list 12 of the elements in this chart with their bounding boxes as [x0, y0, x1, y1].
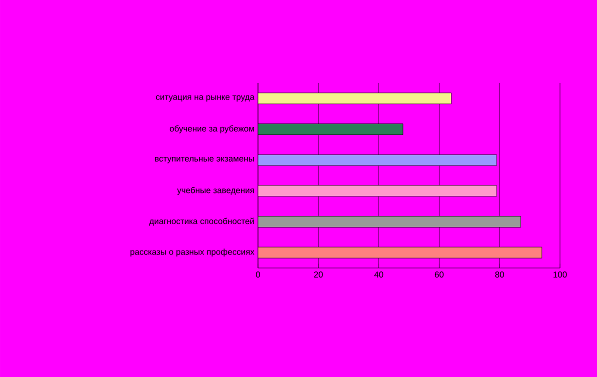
y-tick-label: ситуация на рынке труда — [156, 95, 254, 102]
x-tick-label: 80 — [495, 272, 504, 278]
x-tick-label: 60 — [434, 272, 444, 278]
y-tick-label: рассказы о разных профессиях — [130, 248, 254, 257]
x-tick-label: 20 — [314, 272, 323, 278]
y-tick-label: вступительные экзамены — [155, 156, 254, 164]
y-tick-label: диагностика способностей — [149, 218, 254, 226]
x-tick-label: 40 — [374, 272, 384, 278]
y-tick-label: обучение за рубежом — [170, 125, 254, 134]
x-tick-label: 0 — [256, 272, 260, 278]
y-tick-label: учебные заведения — [177, 186, 254, 195]
x-tick-label: 100 — [554, 272, 567, 278]
